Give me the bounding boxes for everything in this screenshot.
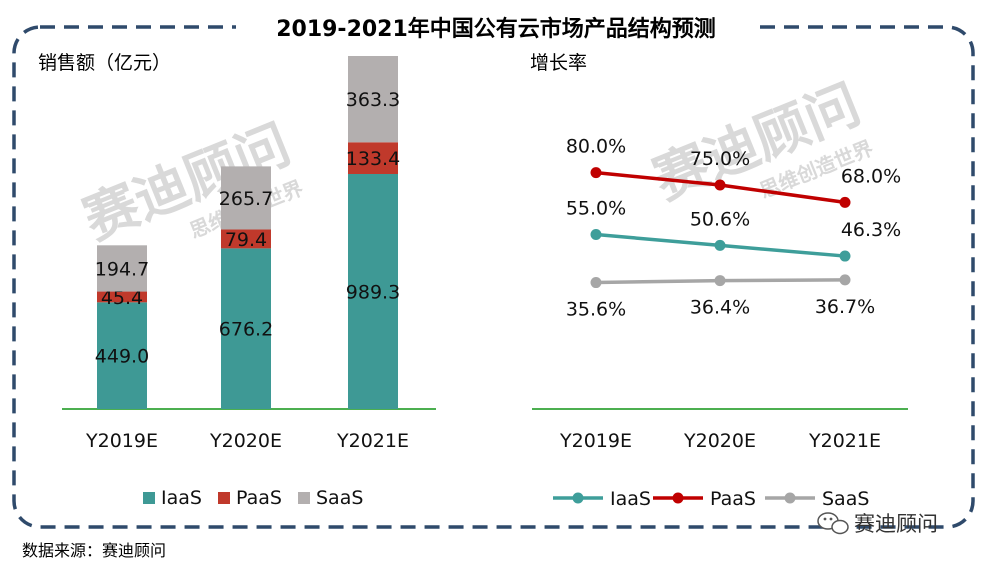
line-x-tick-label: Y2020E: [683, 430, 756, 452]
bar-data-label: 194.7: [95, 258, 149, 280]
bar-iaas-y2020e: [221, 248, 271, 409]
line-point-paas: [714, 179, 726, 191]
line-data-label: 55.0%: [566, 198, 626, 220]
line-data-label: 68.0%: [841, 165, 901, 187]
watermark-right: 赛迪顾问 思维创造世界: [645, 72, 877, 211]
bar-y-axis-title: 销售额（亿元）: [38, 52, 171, 74]
bar-paas-y2021e: [348, 142, 398, 174]
title-backdrop: [236, 6, 756, 46]
bar-iaas-y2021e: [348, 173, 398, 409]
bar-iaas-y2019e: [97, 302, 147, 409]
wechat-icon: [817, 512, 849, 535]
line-data-label: 36.4%: [690, 297, 750, 319]
bar-saas-y2021e: [348, 56, 398, 143]
line-data-label: 80.0%: [566, 136, 626, 158]
line-point-iaas: [714, 239, 726, 251]
legend-label-saas: SaaS: [822, 488, 869, 510]
bar-paas-y2020e: [221, 229, 271, 249]
legend-marker-saas: [784, 492, 796, 504]
bar-data-label: 265.7: [219, 188, 273, 210]
stacked-bar-chart: 449.0 45.4 194.7 Y2019E 676.2 79.4 265.7 Y2020E…: [62, 56, 436, 452]
line-data-label: 35.6%: [566, 299, 626, 321]
bar-data-label: 363.3: [346, 89, 400, 111]
bar-data-label: 45.4: [101, 287, 143, 309]
line-point-saas: [839, 274, 851, 286]
footer-brand-text: 赛迪顾问: [854, 512, 938, 536]
legend-label-iaas: IaaS: [610, 488, 651, 510]
line-data-label: 46.3%: [841, 219, 901, 241]
legend-swatch-iaas: [143, 492, 155, 504]
line-chart-legend: IaaS PaaS SaaS: [553, 488, 869, 510]
bar-data-label: 133.4: [346, 148, 400, 170]
bar-data-label: 79.4: [225, 229, 267, 251]
legend-swatch-paas: [218, 492, 230, 504]
bar-x-tick-label: Y2020E: [209, 430, 282, 452]
line-data-label: 36.7%: [815, 296, 875, 318]
bar-saas-y2019e: [97, 245, 147, 292]
legend-label-paas: PaaS: [710, 488, 756, 510]
line-data-label: 75.0%: [690, 148, 750, 170]
bar-saas-y2020e: [221, 166, 271, 230]
legend-marker-paas: [672, 492, 684, 504]
source-note: 数据来源：赛迪顾问: [22, 541, 166, 560]
bar-x-tick-label: Y2019E: [85, 430, 158, 452]
line-chart: 55.0% 50.6% 46.3% 80.0% 75.0% 68.0% 35.6% 36.4%…: [532, 136, 908, 452]
bar-chart-legend: IaaS PaaS SaaS: [143, 487, 363, 509]
line-point-paas: [839, 196, 851, 208]
bar-data-label: 449.0: [95, 346, 149, 368]
footer-brand: 赛迪顾问: [817, 512, 938, 536]
line-point-saas: [590, 277, 602, 289]
line-point-saas: [714, 275, 726, 287]
line-point-paas: [590, 167, 602, 179]
bar-data-label: 676.2: [219, 319, 273, 341]
bar-data-label: 989.3: [346, 281, 400, 303]
bar-x-tick-label: Y2021E: [336, 430, 409, 452]
legend-label-paas: PaaS: [236, 487, 282, 509]
line-data-label: 50.6%: [690, 208, 750, 230]
page-title: 2019-2021年中国公有云市场产品结构预测: [276, 16, 716, 42]
legend-swatch-saas: [298, 492, 310, 504]
legend-label-saas: SaaS: [316, 487, 363, 509]
bar-paas-y2019e: [97, 291, 147, 303]
line-point-iaas: [839, 250, 851, 262]
line-x-tick-label: Y2019E: [559, 430, 632, 452]
line-x-tick-label: Y2021E: [808, 430, 881, 452]
line-point-iaas: [590, 229, 602, 241]
legend-label-iaas: IaaS: [161, 487, 202, 509]
line-y-axis-title: 增长率: [530, 52, 587, 74]
legend-marker-iaas: [572, 492, 584, 504]
